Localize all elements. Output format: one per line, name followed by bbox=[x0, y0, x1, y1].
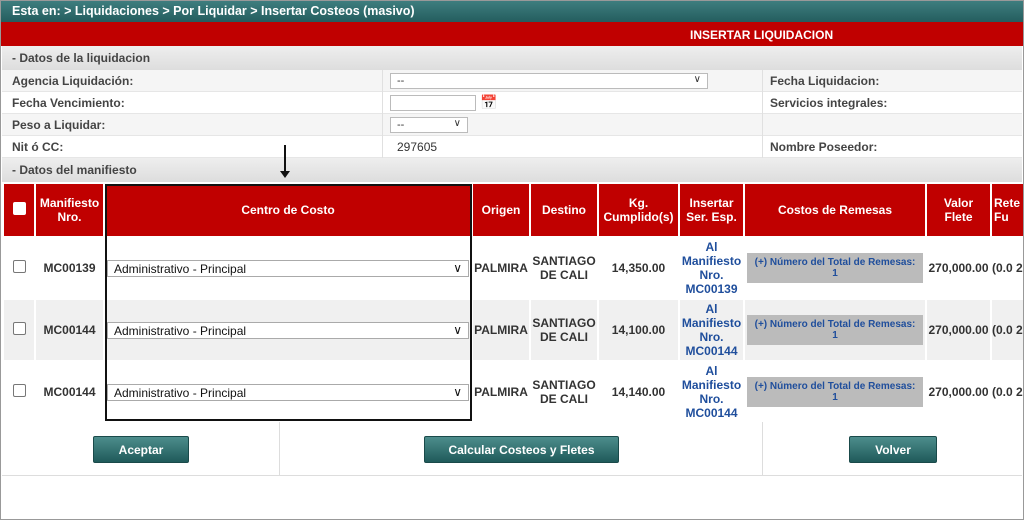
form-row-nit: Nit ó CC: 297605 Nombre Poseedor: bbox=[2, 136, 1022, 158]
manifiesto-table: Manifiesto Nro. Centro de Costo Origen D… bbox=[2, 182, 1024, 424]
manifiesto-cell: MC00144 bbox=[36, 362, 103, 422]
valor-flete-cell: 270,000.00 bbox=[927, 300, 990, 360]
rete-cell: (0.0 2,1 bbox=[992, 238, 1024, 298]
fecha-liquidacion-label: Fecha Liquidacion: bbox=[770, 74, 880, 88]
button-row: Aceptar Calcular Costeos y Fletes Volver bbox=[2, 422, 1022, 476]
kg-cell: 14,350.00 bbox=[599, 238, 678, 298]
calendar-icon[interactable]: 📅 bbox=[480, 94, 498, 110]
centro-costo-select[interactable]: Administrativo - Principal ∨ bbox=[107, 321, 469, 339]
breadcrumb: Esta en: > Liquidaciones > Por Liquidar … bbox=[0, 0, 1024, 22]
header-insertar: Insertar Ser. Esp. bbox=[680, 184, 743, 236]
row-checkbox[interactable] bbox=[12, 260, 26, 273]
costos-cell: (+) Número del Total de Remesas: 1 bbox=[745, 300, 925, 360]
select-all-checkbox[interactable] bbox=[12, 202, 26, 215]
header-centro-costo: Centro de Costo bbox=[105, 184, 471, 236]
destino-cell: SANTIAGO DE CALI bbox=[531, 362, 597, 422]
insertar-link[interactable]: Al Manifiesto Nro. MC00139 bbox=[680, 238, 743, 298]
peso-label: Peso a Liquidar: bbox=[12, 118, 106, 132]
costos-cell: (+) Número del Total de Remesas: 1 bbox=[745, 238, 925, 298]
section-header-liquidacion: - Datos de la liquidacion bbox=[2, 46, 1022, 70]
chevron-down-icon: ∨ bbox=[453, 260, 462, 275]
page-title: INSERTAR LIQUIDACION bbox=[690, 28, 834, 42]
costos-remesas-link[interactable]: (+) Número del Total de Remesas: 1 bbox=[747, 315, 923, 345]
centro-costo-cell: Administrativo - Principal ∨ bbox=[105, 300, 471, 360]
table-header: Manifiesto Nro. Centro de Costo Origen D… bbox=[4, 184, 1024, 236]
volver-button[interactable]: Volver bbox=[849, 436, 937, 463]
destino-cell: SANTIAGO DE CALI bbox=[531, 300, 597, 360]
chevron-down-icon: ∨ bbox=[453, 384, 462, 399]
aceptar-button[interactable]: Aceptar bbox=[93, 436, 189, 463]
arrow-indicator bbox=[284, 145, 286, 173]
form-row-agencia: Agencia Liquidación: -- ∨ Fecha Liquidaci… bbox=[2, 70, 1022, 92]
manifiesto-cell: MC00144 bbox=[36, 300, 103, 360]
costos-remesas-link[interactable]: (+) Número del Total de Remesas: 1 bbox=[747, 377, 923, 407]
row-checkbox-cell[interactable] bbox=[4, 238, 34, 298]
nombre-poseedor-label: Nombre Poseedor: bbox=[770, 140, 878, 154]
arrow-head bbox=[280, 171, 290, 178]
centro-costo-select[interactable]: Administrativo - Principal ∨ bbox=[107, 383, 469, 401]
costos-cell: (+) Número del Total de Remesas: 1 bbox=[745, 362, 925, 422]
kg-cell: 14,100.00 bbox=[599, 300, 678, 360]
agencia-select[interactable]: -- ∨ bbox=[390, 73, 708, 89]
insertar-link[interactable]: Al Manifiesto Nro. MC00144 bbox=[680, 300, 743, 360]
header-valor-flete: Valor Flete bbox=[927, 184, 990, 236]
rete-cell: (0.0 2,1 bbox=[992, 362, 1024, 422]
fecha-vencimiento-input[interactable] bbox=[390, 95, 476, 111]
insertar-link[interactable]: Al Manifiesto Nro. MC00144 bbox=[680, 362, 743, 422]
centro-costo-select[interactable]: Administrativo - Principal ∨ bbox=[107, 259, 469, 277]
valor-flete-cell: 270,000.00 bbox=[927, 238, 990, 298]
row-checkbox-cell[interactable] bbox=[4, 300, 34, 360]
header-kg: Kg. Cumplido(s) bbox=[599, 184, 678, 236]
title-bar: INSERTAR LIQUIDACION bbox=[0, 22, 1024, 46]
chevron-down-icon: ∨ bbox=[693, 74, 701, 85]
row-checkbox-cell[interactable] bbox=[4, 362, 34, 422]
origen-cell: PALMIRA bbox=[473, 238, 529, 298]
destino-cell: SANTIAGO DE CALI bbox=[531, 238, 597, 298]
header-rete: Rete en Fu bbox=[992, 184, 1024, 236]
form-row-peso: Peso a Liquidar: -- ∨ bbox=[2, 114, 1022, 136]
form-row-fecha-vencimiento: Fecha Vencimiento: 📅 Servicios integrale… bbox=[2, 92, 1022, 114]
kg-cell: 14,140.00 bbox=[599, 362, 678, 422]
costos-remesas-link[interactable]: (+) Número del Total de Remesas: 1 bbox=[747, 253, 923, 283]
origen-cell: PALMIRA bbox=[473, 362, 529, 422]
agencia-label: Agencia Liquidación: bbox=[12, 74, 134, 88]
calcular-button[interactable]: Calcular Costeos y Fletes bbox=[424, 436, 619, 463]
header-origen: Origen bbox=[473, 184, 529, 236]
servicios-integrales-label: Servicios integrales: bbox=[770, 96, 888, 110]
manifiesto-cell: MC00139 bbox=[36, 238, 103, 298]
header-costos: Costos de Remesas bbox=[745, 184, 925, 236]
origen-cell: PALMIRA bbox=[473, 300, 529, 360]
select-all-header[interactable] bbox=[4, 184, 34, 236]
nit-value: 297605 bbox=[397, 140, 438, 154]
fecha-vencimiento-label: Fecha Vencimiento: bbox=[12, 96, 125, 110]
chevron-down-icon: ∨ bbox=[453, 118, 461, 129]
header-destino: Destino bbox=[531, 184, 597, 236]
table-row: MC00139 Administrativo - Principal ∨ PALM… bbox=[4, 238, 1024, 298]
row-checkbox[interactable] bbox=[12, 384, 26, 397]
nit-label: Nit ó CC: bbox=[12, 140, 64, 154]
table-row: MC00144 Administrativo - Principal ∨ PALM… bbox=[4, 300, 1024, 360]
chevron-down-icon: ∨ bbox=[453, 322, 462, 337]
centro-costo-cell: Administrativo - Principal ∨ bbox=[105, 362, 471, 422]
peso-select[interactable]: -- ∨ bbox=[390, 117, 468, 133]
valor-flete-cell: 270,000.00 bbox=[927, 362, 990, 422]
table-row: MC00144 Administrativo - Principal ∨ PALM… bbox=[4, 362, 1024, 422]
section-header-manifiesto: - Datos del manifiesto bbox=[2, 158, 1022, 182]
rete-cell: (0.0 2,1 bbox=[992, 300, 1024, 360]
centro-costo-cell: Administrativo - Principal ∨ bbox=[105, 238, 471, 298]
row-checkbox[interactable] bbox=[12, 322, 26, 335]
header-manifiesto: Manifiesto Nro. bbox=[36, 184, 103, 236]
